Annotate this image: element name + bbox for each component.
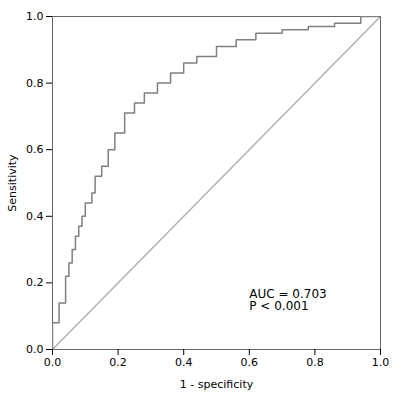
svg-text:0.0: 0.0 bbox=[44, 356, 62, 369]
svg-text:0.2: 0.2 bbox=[26, 276, 44, 289]
svg-text:0.6: 0.6 bbox=[241, 356, 258, 369]
svg-text:0.4: 0.4 bbox=[175, 356, 193, 369]
svg-text:Sensitivity: Sensitivity bbox=[6, 154, 19, 212]
svg-text:1.0: 1.0 bbox=[372, 356, 390, 369]
svg-text:0.4: 0.4 bbox=[26, 210, 44, 223]
svg-text:AUC = 0.703P < 0.001: AUC = 0.703P < 0.001 bbox=[249, 287, 326, 313]
svg-text:1.0: 1.0 bbox=[26, 10, 44, 23]
svg-text:0.8: 0.8 bbox=[306, 356, 324, 369]
svg-text:0.6: 0.6 bbox=[26, 143, 44, 156]
svg-text:0.8: 0.8 bbox=[26, 77, 44, 90]
svg-text:0.2: 0.2 bbox=[109, 356, 127, 369]
svg-text:0.0: 0.0 bbox=[26, 343, 44, 356]
svg-text:1 - specificity: 1 - specificity bbox=[180, 378, 254, 391]
